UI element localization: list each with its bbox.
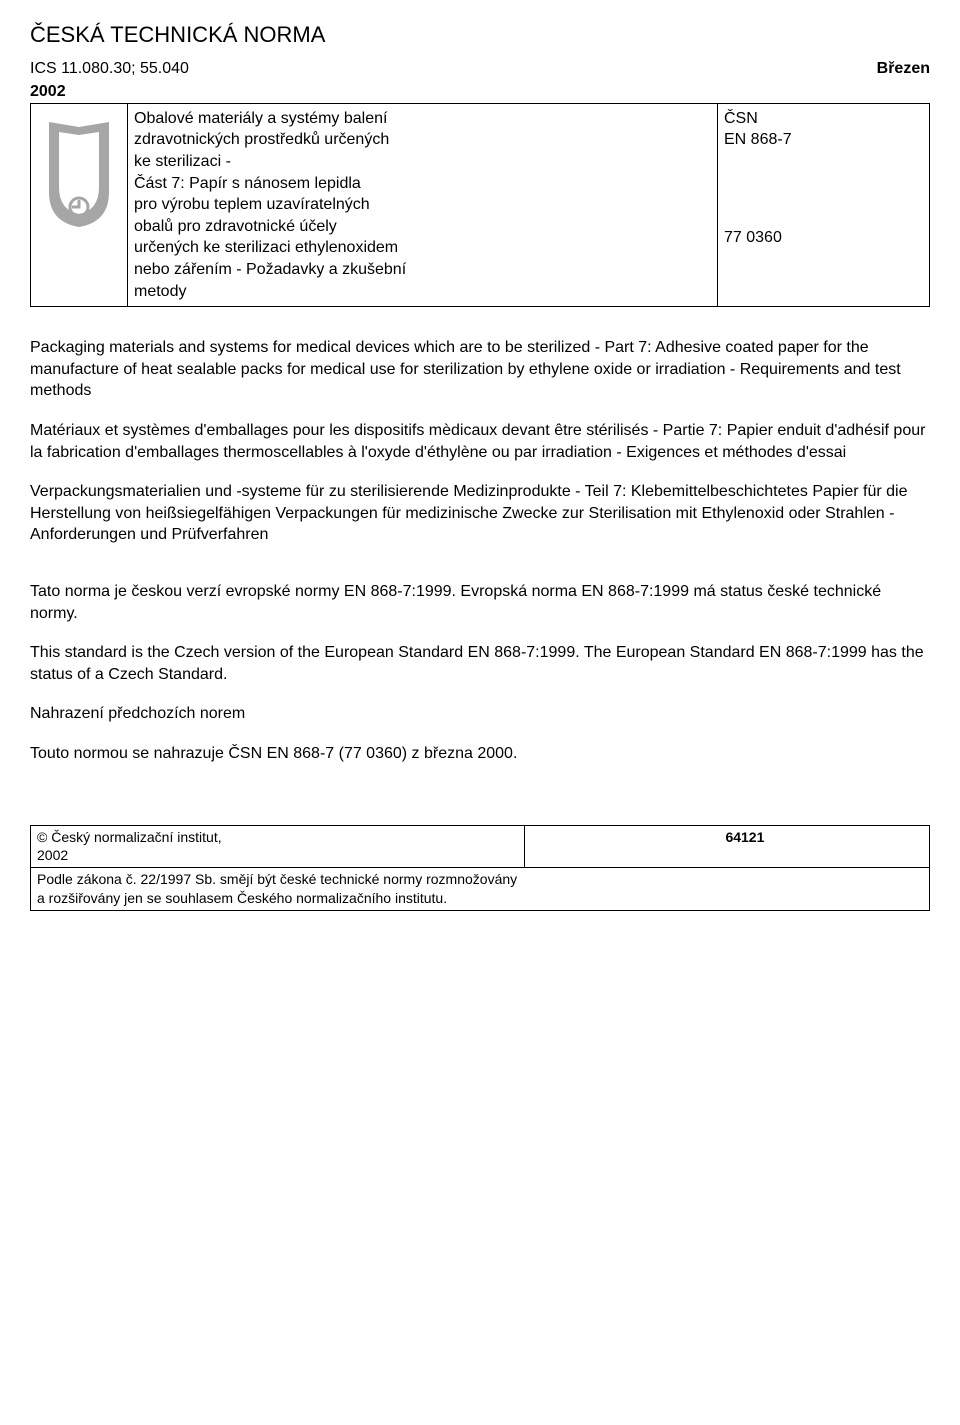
translation-fr: Matériaux et systèmes d'emballages pour … xyxy=(30,420,930,463)
translation-en: Packaging materials and systems for medi… xyxy=(30,337,930,402)
replace-heading: Nahrazení předchozích norem xyxy=(30,703,930,725)
month-label: Březen xyxy=(877,58,930,80)
translation-de: Verpackungsmaterialien und -systeme für … xyxy=(30,481,930,546)
year-label: 2002 xyxy=(30,81,930,103)
csn-logo-icon xyxy=(39,112,119,232)
standard-info-table: Obalové materiály a systémy balení zdrav… xyxy=(30,103,930,307)
footer-legal: Podle zákona č. 22/1997 Sb. smějí být če… xyxy=(31,868,930,911)
logo-cell xyxy=(31,103,128,306)
code-top: ČSN EN 868-7 xyxy=(724,108,923,151)
footer-line1-year: 2002 xyxy=(37,847,68,863)
footer-line2: Podle zákona č. 22/1997 Sb. smějí být če… xyxy=(37,871,517,887)
replace-text: Touto normou se nahrazuje ČSN EN 868-7 (… xyxy=(30,743,930,765)
footer-line3: a rozšiřovány jen se souhlasem Českého n… xyxy=(37,890,447,906)
document-title: ČESKÁ TECHNICKÁ NORMA xyxy=(30,20,930,50)
footer-number: 64121 xyxy=(525,825,930,868)
header-meta-row: ICS 11.080.30; 55.040 Březen xyxy=(30,58,930,80)
cz-version-note: Tato norma je českou verzí evropské norm… xyxy=(30,581,930,624)
footer-table: © Český normalizační institut, 2002 6412… xyxy=(30,825,930,912)
en-version-note: This standard is the Czech version of th… xyxy=(30,642,930,685)
description-cell: Obalové materiály a systémy balení zdrav… xyxy=(128,103,718,306)
footer-copyright: © Český normalizační institut, 2002 xyxy=(31,825,525,868)
description-text: Obalové materiály a systémy balení zdrav… xyxy=(134,108,711,302)
code-cell: ČSN EN 868-7 77 0360 xyxy=(718,103,930,306)
ics-code: ICS 11.080.30; 55.040 xyxy=(30,58,189,80)
footer-line1: © Český normalizační institut, xyxy=(37,829,222,845)
code-bottom: 77 0360 xyxy=(724,227,923,249)
